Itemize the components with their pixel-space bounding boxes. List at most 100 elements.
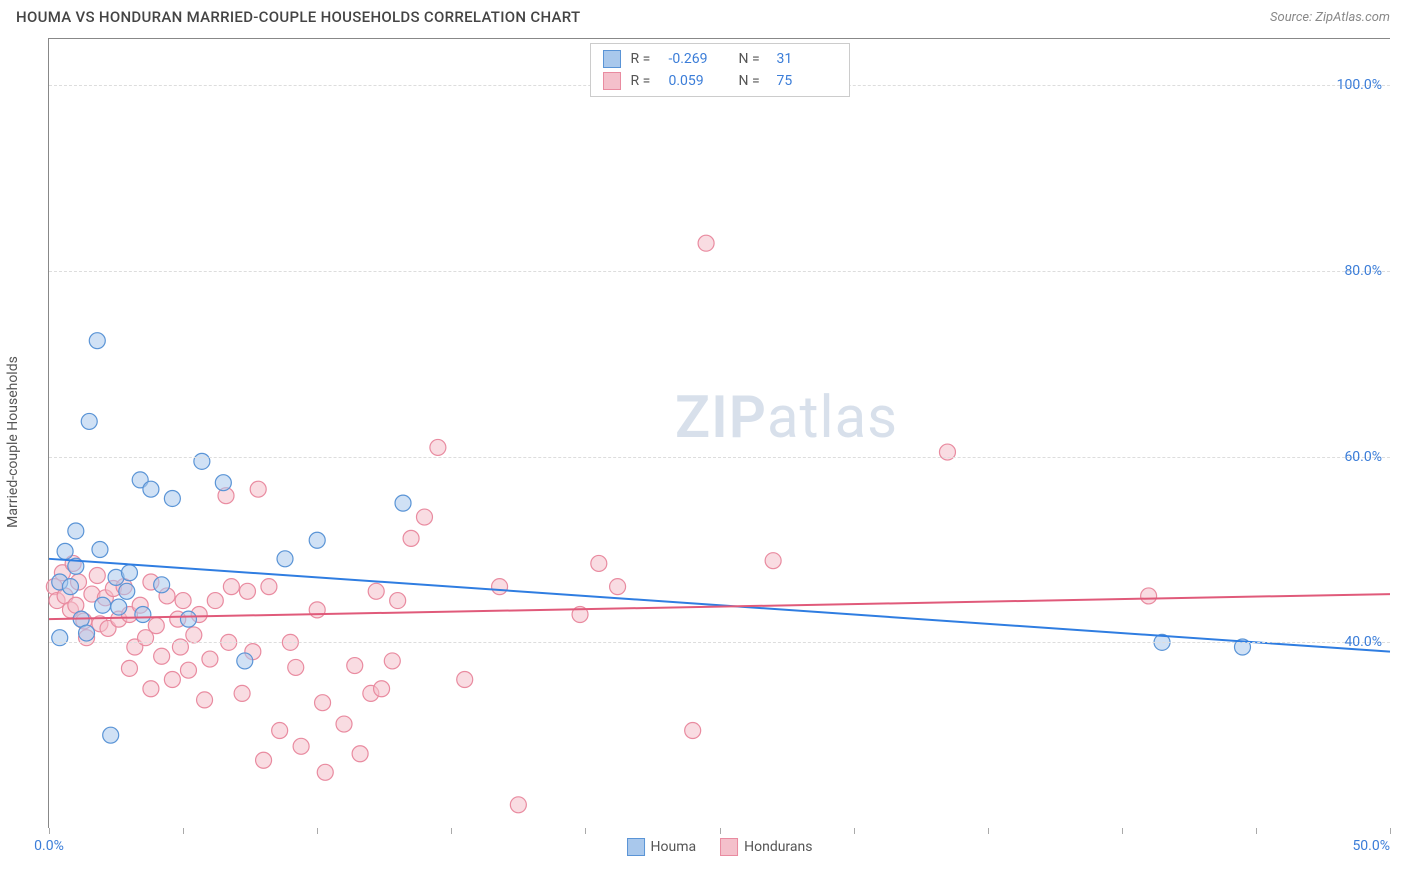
data-point bbox=[315, 695, 331, 711]
data-point bbox=[293, 738, 309, 754]
data-point bbox=[180, 611, 196, 627]
data-point bbox=[352, 746, 368, 762]
x-tick bbox=[585, 828, 586, 834]
x-tick bbox=[854, 828, 855, 834]
x-tick bbox=[317, 828, 318, 834]
hondurans-swatch-icon bbox=[720, 838, 738, 856]
data-point bbox=[288, 659, 304, 675]
x-tick bbox=[49, 828, 50, 834]
scatter-plot-svg bbox=[49, 39, 1390, 828]
hondurans-swatch-icon bbox=[603, 72, 621, 90]
source-attribution: Source: ZipAtlas.com bbox=[1270, 10, 1390, 25]
x-tick bbox=[988, 828, 989, 834]
data-point bbox=[119, 583, 135, 599]
data-point bbox=[309, 532, 325, 548]
chart-title: HOUMA VS HONDURAN MARRIED-COUPLE HOUSEHO… bbox=[16, 8, 580, 26]
data-point bbox=[234, 685, 250, 701]
data-point bbox=[492, 579, 508, 595]
data-point bbox=[347, 658, 363, 674]
data-point bbox=[457, 671, 473, 687]
y-tick-label: 80.0% bbox=[1344, 263, 1382, 279]
data-point bbox=[202, 651, 218, 667]
data-point bbox=[186, 627, 202, 643]
data-point bbox=[175, 593, 191, 609]
y-tick-label: 40.0% bbox=[1344, 634, 1382, 650]
x-axis-min-label: 0.0% bbox=[34, 838, 64, 854]
data-point bbox=[95, 597, 111, 613]
data-point bbox=[81, 413, 97, 429]
legend-item-houma: Houma bbox=[627, 838, 697, 856]
data-point bbox=[215, 475, 231, 491]
x-tick bbox=[1390, 828, 1391, 834]
data-point bbox=[591, 555, 607, 571]
data-point bbox=[390, 593, 406, 609]
x-tick bbox=[1256, 828, 1257, 834]
data-point bbox=[164, 671, 180, 687]
data-point bbox=[121, 565, 137, 581]
houma-swatch-icon bbox=[603, 50, 621, 68]
legend-row-houma: R = -0.269 N = 31 bbox=[603, 48, 837, 70]
x-tick bbox=[451, 828, 452, 834]
data-point bbox=[317, 764, 333, 780]
data-point bbox=[336, 716, 352, 732]
data-point bbox=[164, 490, 180, 506]
gridline bbox=[49, 642, 1390, 643]
data-point bbox=[89, 568, 105, 584]
data-point bbox=[277, 551, 293, 567]
data-point bbox=[403, 530, 419, 546]
data-point bbox=[143, 481, 159, 497]
data-point bbox=[143, 681, 159, 697]
data-point bbox=[374, 681, 390, 697]
data-point bbox=[395, 495, 411, 511]
data-point bbox=[256, 752, 272, 768]
data-point bbox=[1141, 588, 1157, 604]
data-point bbox=[154, 577, 170, 593]
y-tick-label: 100.0% bbox=[1337, 77, 1382, 93]
data-point bbox=[103, 727, 119, 743]
data-point bbox=[261, 579, 277, 595]
data-point bbox=[197, 692, 213, 708]
data-point bbox=[368, 583, 384, 599]
legend-item-hondurans: Hondurans bbox=[720, 838, 812, 856]
data-point bbox=[384, 653, 400, 669]
data-point bbox=[765, 553, 781, 569]
data-point bbox=[430, 439, 446, 455]
data-point bbox=[79, 625, 95, 641]
data-point bbox=[121, 660, 137, 676]
data-point bbox=[111, 599, 127, 615]
data-point bbox=[610, 579, 626, 595]
data-point bbox=[685, 723, 701, 739]
y-axis-label: Married-couple Households bbox=[5, 356, 21, 528]
data-point bbox=[207, 593, 223, 609]
x-tick bbox=[183, 828, 184, 834]
data-point bbox=[510, 797, 526, 813]
houma-swatch-icon bbox=[627, 838, 645, 856]
data-point bbox=[135, 607, 151, 623]
legend-row-hondurans: R = 0.059 N = 75 bbox=[603, 70, 837, 92]
data-point bbox=[272, 723, 288, 739]
gridline bbox=[49, 271, 1390, 272]
chart-plot-area: Married-couple Households ZIPatlas R = -… bbox=[48, 38, 1390, 828]
data-point bbox=[154, 648, 170, 664]
data-point bbox=[223, 579, 239, 595]
x-axis-max-label: 50.0% bbox=[1352, 838, 1390, 854]
gridline bbox=[49, 457, 1390, 458]
series-legend: Houma Hondurans bbox=[627, 838, 813, 856]
data-point bbox=[62, 579, 78, 595]
data-point bbox=[68, 523, 84, 539]
y-tick-label: 60.0% bbox=[1344, 449, 1382, 465]
data-point bbox=[239, 583, 255, 599]
data-point bbox=[148, 618, 164, 634]
data-point bbox=[237, 653, 253, 669]
data-point bbox=[250, 481, 266, 497]
trendline bbox=[49, 559, 1390, 652]
data-point bbox=[698, 235, 714, 251]
correlation-legend: R = -0.269 N = 31 R = 0.059 N = 75 bbox=[590, 43, 850, 97]
x-tick bbox=[720, 828, 721, 834]
x-tick bbox=[1122, 828, 1123, 834]
data-point bbox=[180, 662, 196, 678]
data-point bbox=[309, 602, 325, 618]
data-point bbox=[92, 542, 108, 558]
data-point bbox=[57, 543, 73, 559]
data-point bbox=[416, 509, 432, 525]
